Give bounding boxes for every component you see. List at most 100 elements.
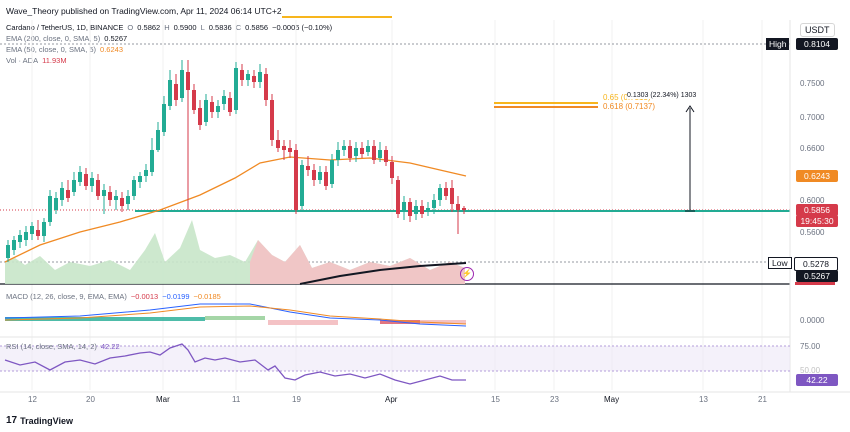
candle-body — [30, 226, 34, 234]
time-tick: 11 — [232, 395, 241, 404]
ema200-line — [299, 262, 467, 285]
rsi-line — [4, 343, 466, 385]
candle-body — [54, 198, 58, 210]
time-tick: 12 — [28, 395, 37, 404]
ema50-line — [4, 156, 467, 263]
candle-body — [102, 190, 106, 196]
candle-body — [84, 174, 88, 186]
volume-legend[interactable]: Vol · ADA 11.93M — [6, 56, 67, 65]
candle-body — [192, 90, 196, 110]
ema50-tag: 0.6243 — [796, 170, 838, 182]
macd-legend[interactable]: MACD (12, 26, close, 9, EMA, EMA) −0.001… — [6, 292, 221, 301]
currency-button[interactable]: USDT — [800, 23, 835, 37]
symbol-title: Cardano / TetherUS, 1D, BINANCE — [6, 23, 124, 32]
candle-body — [282, 146, 286, 150]
candle-body — [450, 188, 454, 204]
candle-body — [240, 70, 244, 80]
l-value: 0.5836 — [208, 23, 232, 32]
rsi-axis-75: 75.00 — [800, 342, 821, 351]
time-tick: 19 — [292, 395, 301, 404]
candle-body — [66, 190, 70, 198]
rsi-legend[interactable]: RSI (14, close, SMA, 14, 2) 42.22 — [6, 342, 120, 351]
candle-body — [444, 188, 448, 196]
price-tick: 0.6000 — [800, 196, 825, 205]
candle-body — [438, 188, 442, 200]
o-label: O — [127, 23, 134, 32]
volume-tag — [795, 282, 835, 285]
time-tick: Apr — [385, 395, 398, 404]
candle-body — [318, 172, 322, 180]
ema50-label: EMA (50, close, 0, SMA, 5) — [6, 45, 97, 54]
rsi-axis-50: 50.00 — [800, 366, 821, 375]
o-value: 0.5862 — [137, 23, 161, 32]
candle-body — [72, 180, 76, 192]
macd-axis-label: 0.0000 — [800, 316, 825, 325]
tradingview-logo[interactable]: 17 TradingView — [6, 415, 73, 426]
macd-hist-value: −0.0013 — [130, 292, 159, 301]
candle-body — [186, 72, 190, 90]
candle-body — [42, 222, 46, 236]
candle-body — [132, 180, 136, 196]
candle-body — [144, 170, 148, 176]
macd-label: MACD (12, 26, close, 9, EMA, EMA) — [6, 292, 127, 301]
last-price-tag: 0.5856 — [796, 204, 838, 216]
price-tick: 0.7000 — [800, 113, 825, 122]
candle-body — [120, 198, 124, 206]
candle-body — [330, 160, 334, 184]
candle-body — [180, 70, 184, 98]
candle-body — [288, 148, 292, 152]
candle-body — [222, 96, 226, 104]
candle-body — [162, 104, 166, 132]
volume-value: 11.93M — [42, 56, 67, 65]
candle-body — [360, 148, 364, 154]
candle-body — [354, 148, 358, 156]
candle-body — [78, 172, 82, 182]
ema50-legend[interactable]: EMA (50, close, 0, SMA, 5) 0.6243 — [6, 45, 123, 54]
candle-body — [90, 178, 94, 186]
candle-body — [36, 230, 40, 236]
candle-body — [426, 208, 430, 212]
candle-body — [402, 202, 406, 212]
candle-body — [24, 232, 28, 240]
candle-body — [342, 146, 346, 150]
c-label: C — [235, 23, 242, 32]
candle-body — [156, 130, 160, 150]
candle-body — [174, 84, 178, 100]
candle-body — [432, 200, 436, 208]
candle-body — [6, 245, 10, 258]
candle-body — [300, 165, 304, 206]
candle-body — [258, 72, 262, 82]
rsi-band — [0, 346, 790, 371]
h-value: 0.5900 — [173, 23, 197, 32]
candle-body — [408, 202, 412, 216]
candle-body — [384, 150, 388, 162]
tradingview-logo-icon: 17 — [6, 415, 18, 426]
c-value: 0.5856 — [245, 23, 269, 32]
lightning-icon[interactable]: ⚡ — [460, 267, 474, 281]
volume-area — [5, 220, 465, 284]
ema200-legend[interactable]: EMA (200, close, 0, SMA, 5) 0.5267 — [6, 34, 127, 43]
candle-body — [366, 146, 370, 152]
candle-body — [108, 192, 112, 200]
time-tick: Mar — [156, 395, 170, 404]
candle-body — [336, 150, 340, 160]
rsi-label: RSI (14, close, SMA, 14, 2) — [6, 342, 97, 351]
candle-body — [48, 196, 52, 222]
candle-body — [60, 188, 64, 200]
low-tag: 0.5278 — [794, 257, 838, 271]
macd-signal-value: −0.0185 — [193, 292, 221, 301]
candle-body — [126, 196, 130, 204]
change-value: −0.0006 (−0.10%) — [272, 23, 333, 32]
symbol-legend[interactable]: Cardano / TetherUS, 1D, BINANCE O 0.5862 … — [6, 23, 332, 32]
candle-body — [96, 180, 100, 196]
high-tag: 0.8104 — [796, 38, 838, 50]
rsi-tag: 42.22 — [796, 374, 838, 386]
candle-body — [456, 204, 460, 210]
candle-body — [150, 150, 154, 172]
candle-body — [276, 140, 280, 148]
candle-body — [378, 150, 382, 158]
candle-body — [390, 162, 394, 178]
candle-body — [462, 208, 466, 210]
signal-line — [4, 305, 467, 325]
